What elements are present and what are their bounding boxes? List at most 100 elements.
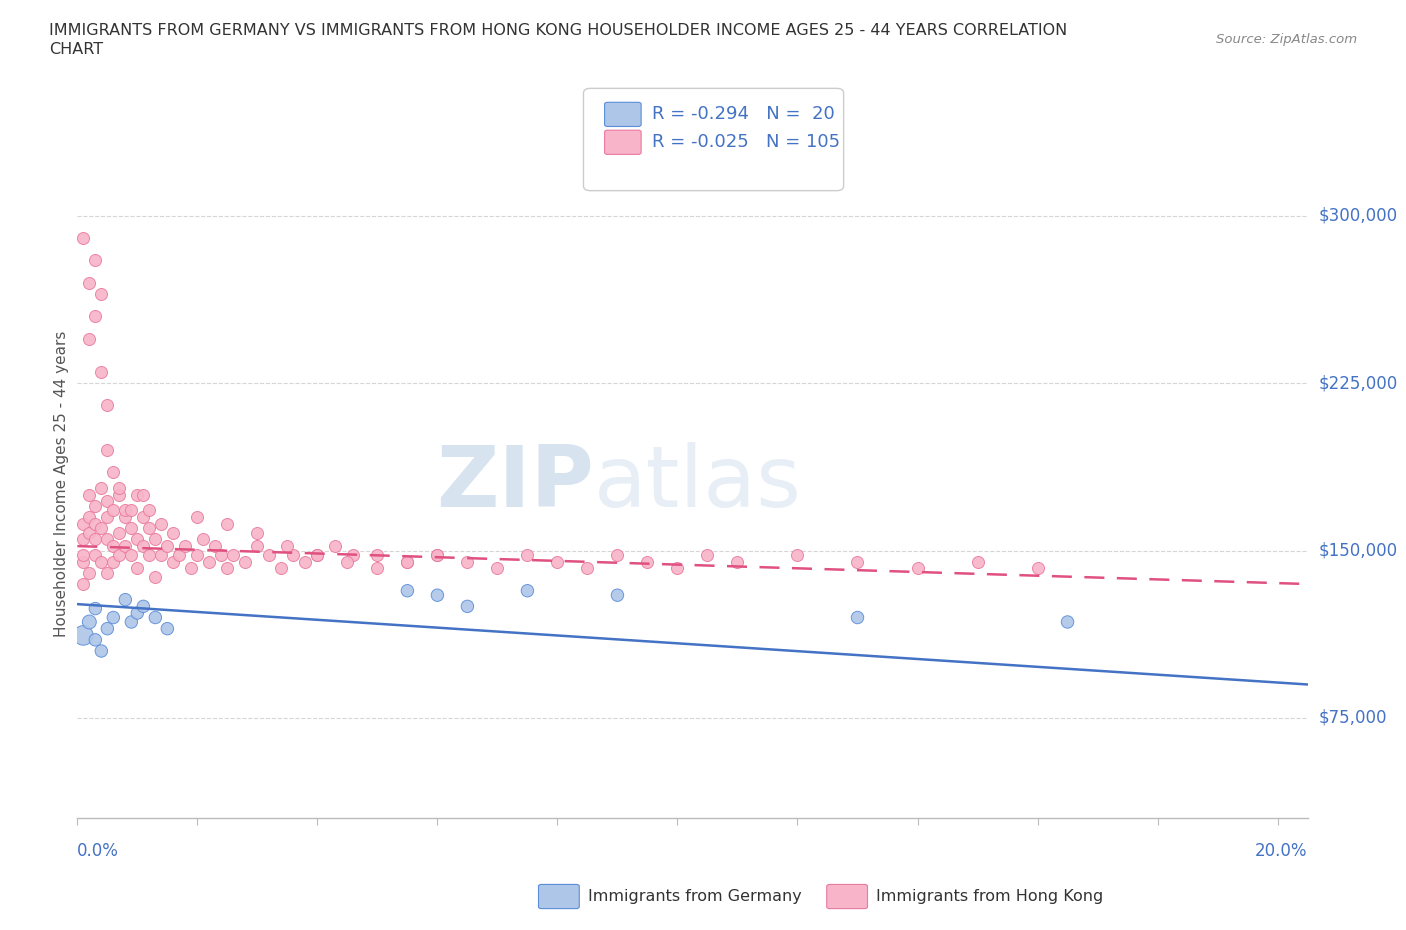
Point <box>84 601 107 616</box>
Point <box>217 561 239 576</box>
Point <box>846 554 869 569</box>
Point <box>138 521 160 536</box>
Point <box>96 621 118 636</box>
Text: R = -0.025   N = 105: R = -0.025 N = 105 <box>652 133 841 152</box>
Text: ZIP: ZIP <box>436 442 595 525</box>
Point <box>96 565 118 580</box>
Point <box>162 525 184 540</box>
Point <box>666 561 689 576</box>
Point <box>143 570 166 585</box>
Point <box>150 548 173 563</box>
Point <box>96 510 118 525</box>
Point <box>396 554 419 569</box>
Text: CHART: CHART <box>49 42 103 57</box>
Point <box>342 548 364 563</box>
Point <box>1056 615 1078 630</box>
Point <box>103 610 125 625</box>
Point <box>636 554 658 569</box>
Point <box>108 548 131 563</box>
Point <box>72 516 94 531</box>
Point <box>114 538 136 553</box>
Point <box>174 538 197 553</box>
Point <box>120 521 142 536</box>
Point <box>606 588 628 603</box>
Point <box>143 610 166 625</box>
Point <box>235 554 257 569</box>
Point <box>108 525 131 540</box>
Point <box>108 487 131 502</box>
Point <box>79 615 101 630</box>
Y-axis label: Householder Income Ages 25 - 44 years: Householder Income Ages 25 - 44 years <box>53 330 69 637</box>
Text: R = -0.294   N =  20: R = -0.294 N = 20 <box>652 105 835 124</box>
Point <box>426 548 449 563</box>
Point <box>193 532 215 547</box>
Point <box>132 487 155 502</box>
Point <box>72 577 94 591</box>
Point <box>127 605 149 620</box>
Point <box>786 548 808 563</box>
Point <box>84 548 107 563</box>
Point <box>366 548 388 563</box>
Point <box>72 554 94 569</box>
Text: Source: ZipAtlas.com: Source: ZipAtlas.com <box>1216 33 1357 46</box>
Point <box>90 521 112 536</box>
Text: $75,000: $75,000 <box>1319 709 1388 727</box>
Point <box>132 538 155 553</box>
Point <box>366 561 388 576</box>
Point <box>127 561 149 576</box>
Point <box>259 548 281 563</box>
Point <box>90 481 112 496</box>
Point <box>79 487 101 502</box>
Point <box>72 628 94 643</box>
Point <box>120 503 142 518</box>
Point <box>1026 561 1049 576</box>
Point <box>90 644 112 658</box>
Point <box>907 561 929 576</box>
Point <box>294 554 316 569</box>
Point <box>325 538 347 553</box>
Point <box>72 231 94 246</box>
Point <box>103 503 125 518</box>
Point <box>576 561 599 576</box>
Point <box>727 554 749 569</box>
Text: Immigrants from Hong Kong: Immigrants from Hong Kong <box>876 889 1104 904</box>
Point <box>132 599 155 614</box>
Point <box>396 554 419 569</box>
Point <box>120 548 142 563</box>
Text: 20.0%: 20.0% <box>1256 842 1308 859</box>
Point <box>84 253 107 268</box>
Point <box>96 398 118 413</box>
Point <box>84 532 107 547</box>
Point <box>90 286 112 301</box>
Text: $225,000: $225,000 <box>1319 374 1398 392</box>
Point <box>186 510 208 525</box>
Point <box>180 561 202 576</box>
Point <box>270 561 292 576</box>
Point <box>143 532 166 547</box>
Point <box>79 331 101 346</box>
Point <box>138 548 160 563</box>
Point <box>132 510 155 525</box>
Point <box>546 554 568 569</box>
Point <box>186 548 208 563</box>
Point <box>396 583 419 598</box>
Point <box>276 538 298 553</box>
Point <box>96 443 118 458</box>
Text: IMMIGRANTS FROM GERMANY VS IMMIGRANTS FROM HONG KONG HOUSEHOLDER INCOME AGES 25 : IMMIGRANTS FROM GERMANY VS IMMIGRANTS FR… <box>49 23 1067 38</box>
Point <box>169 548 191 563</box>
Point <box>114 592 136 607</box>
Point <box>846 610 869 625</box>
Point <box>516 583 538 598</box>
Point <box>114 510 136 525</box>
Point <box>217 516 239 531</box>
Point <box>103 554 125 569</box>
Point <box>246 525 269 540</box>
Point <box>336 554 359 569</box>
Point <box>90 365 112 379</box>
Point <box>426 588 449 603</box>
Point <box>516 548 538 563</box>
Point <box>90 554 112 569</box>
Point <box>456 554 478 569</box>
Point <box>606 548 628 563</box>
Point <box>79 565 101 580</box>
